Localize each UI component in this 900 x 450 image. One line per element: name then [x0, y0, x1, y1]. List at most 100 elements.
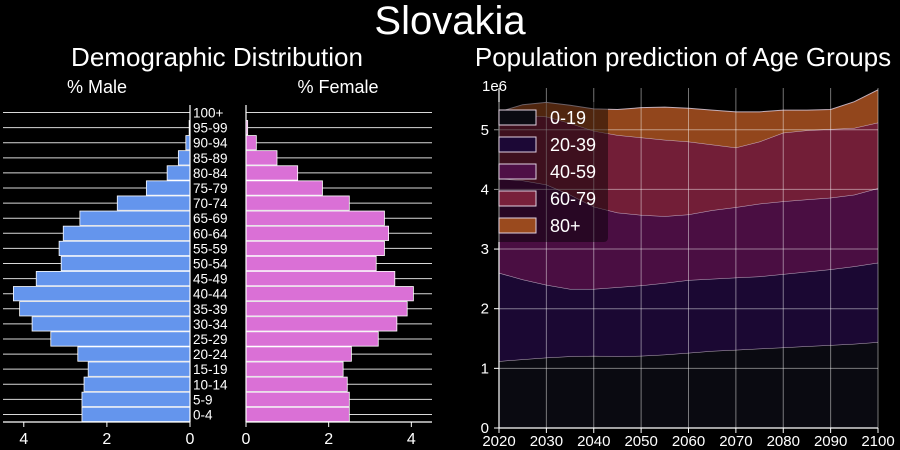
legend-swatch: [498, 190, 537, 207]
male-x-tick-label: 2: [102, 431, 111, 448]
age-group-label: 75-79: [193, 181, 228, 196]
female-bar: [245, 180, 323, 196]
legend-label: 20-39: [550, 135, 596, 155]
area-x-tick-label: 2100: [861, 433, 894, 450]
age-group-label: 10-14: [193, 377, 228, 392]
age-group-label: 85-89: [193, 151, 228, 166]
age-group-label: 25-29: [193, 332, 228, 347]
figure-title: Slovakia: [374, 0, 526, 43]
legend-label: 60-79: [550, 189, 596, 209]
age-group-label: 80-84: [193, 166, 228, 181]
area-x-tick-label: 2070: [719, 433, 752, 450]
legend-swatch: [498, 163, 537, 180]
male-bar: [87, 361, 191, 377]
male-bar: [145, 180, 191, 196]
male-bar: [185, 135, 191, 151]
age-group-label: 30-34: [193, 317, 228, 332]
female-bar: [245, 165, 299, 181]
male-bar: [77, 346, 191, 362]
female-axis-title: % Female: [297, 77, 378, 97]
area-y-tick-label: 3: [481, 241, 489, 258]
male-x-tick-label: 4: [19, 431, 28, 448]
male-x-tick-label: 0: [186, 431, 195, 448]
area-x-tick-label: 2080: [767, 433, 800, 450]
female-bar: [245, 240, 385, 256]
age-group-label: 70-74: [193, 196, 228, 211]
age-group-label: 15-19: [193, 362, 228, 377]
male-bar: [60, 255, 191, 272]
area-y-tick-label: 0: [481, 420, 489, 437]
y-multiplier-label: 1e6: [482, 78, 507, 95]
male-bar: [12, 286, 191, 302]
female-bar: [245, 376, 348, 392]
female-x-tick-label: 0: [242, 431, 251, 448]
male-bar: [79, 210, 191, 226]
male-bar: [35, 271, 191, 287]
female-bar: [245, 150, 278, 166]
age-group-label: 20-24: [193, 347, 228, 362]
area-x-tick-label: 2030: [530, 433, 563, 450]
age-group-label: 35-39: [193, 302, 228, 317]
age-group-label: 5-9: [193, 392, 213, 407]
age-group-label: 0-4: [193, 407, 213, 422]
male-bar: [19, 301, 191, 317]
area-x-tick-label: 2020: [482, 433, 515, 450]
area-band-20-39: [499, 262, 878, 362]
area-y-tick-label: 2: [481, 301, 489, 318]
legend-label: 0-19: [550, 108, 586, 128]
age-group-label: 90-94: [193, 136, 228, 151]
male-bar: [83, 376, 191, 392]
area-x-tick-label: 2090: [814, 433, 847, 450]
area-band-40-59: [499, 178, 878, 290]
male-axis-title: % Male: [67, 77, 127, 97]
male-bar: [58, 240, 191, 256]
age-group-label: 45-49: [193, 272, 228, 287]
area-y-tick-label: 1: [481, 360, 489, 377]
female-x-tick-label: 4: [407, 431, 416, 448]
male-bar: [177, 150, 191, 166]
male-bar: [62, 225, 191, 241]
female-bar: [245, 346, 352, 362]
female-bar: [245, 301, 408, 317]
female-bar: [245, 195, 350, 211]
pyramid-title: Demographic Distribution: [71, 42, 363, 72]
male-bar: [50, 331, 191, 347]
male-bar: [31, 316, 191, 332]
legend-swatch: [498, 109, 537, 126]
area-y-tick-label: 5: [481, 122, 489, 139]
area-line-80+: [498, 89, 879, 113]
area-x-tick-label: 2050: [624, 433, 657, 450]
female-x-tick-label: 2: [324, 431, 333, 448]
male-bar: [81, 406, 191, 423]
age-group-label: 60-64: [193, 226, 228, 241]
female-bar: [245, 225, 390, 241]
age-group-labels: 0-45-910-1415-1920-2425-2930-3435-3940-4…: [193, 106, 228, 423]
male-panel: 4 2 0: [3, 105, 195, 448]
area-x-tick-label: 2060: [672, 433, 705, 450]
male-bar: [116, 195, 191, 211]
age-group-label: 50-54: [193, 257, 228, 272]
legend-swatch: [498, 136, 537, 153]
age-group-label: 65-69: [193, 211, 228, 226]
female-bar: [245, 271, 396, 287]
area-band-60-79: [499, 115, 878, 217]
female-bar: [245, 391, 350, 407]
age-group-label: 100+: [193, 106, 224, 121]
area-band-0-19: [499, 342, 878, 428]
legend: 0-19 20-39 40-59 60-79 80+: [490, 102, 608, 242]
female-bar: [245, 135, 257, 151]
female-bar: [245, 210, 385, 226]
female-bar: [245, 406, 350, 423]
age-group-label: 55-59: [193, 241, 228, 256]
female-bar: [245, 331, 379, 347]
area-panel: 2020 2030 2040 2050 2060 2070 2080 2090 2100 0 1 2 3…: [481, 88, 895, 450]
area-y-tick-label: 4: [481, 181, 489, 198]
female-panel: 0 2 4: [242, 105, 432, 448]
female-bar: [245, 361, 344, 377]
area-chart-title: Population prediction of Age Groups: [475, 42, 891, 72]
age-group-label: 40-44: [193, 287, 228, 302]
legend-swatch: [498, 217, 537, 234]
male-bar: [166, 165, 191, 181]
female-bar: [245, 255, 377, 272]
